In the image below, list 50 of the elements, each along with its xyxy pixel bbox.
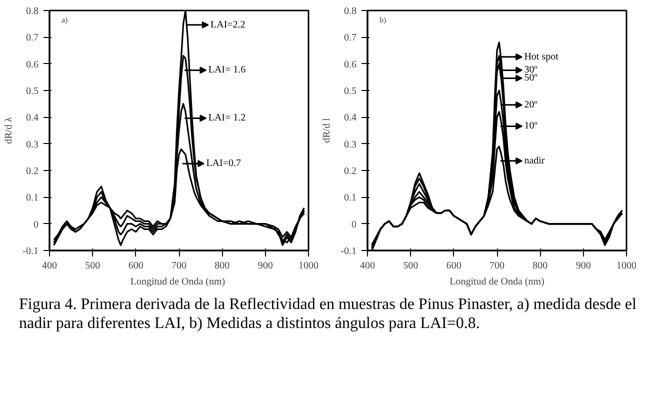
- x-tick-label: 600: [128, 260, 144, 272]
- x-axis-title: Longitud de Onda (nm): [130, 276, 226, 288]
- x-tick-label: 400: [360, 260, 375, 272]
- y-tick-label: 0.4: [26, 112, 38, 124]
- legend-label: 20º: [524, 99, 538, 110]
- legend-label: nadir: [524, 155, 546, 166]
- legend-label: LAI=0.7: [206, 158, 242, 170]
- y-axis-title: dR/d l: [322, 118, 333, 143]
- legend-label: 10º: [524, 120, 538, 132]
- legend-label: Hot spot: [524, 51, 559, 62]
- y-tick-label: 0.3: [344, 139, 356, 150]
- y-tick-label: 0.5: [26, 86, 38, 97]
- y-tick-label: 0.1: [26, 192, 38, 204]
- text: Figura 4. Primera derivada de la Reflectividad en muestras de Pinus Pinaster, a) medida desde el nadir para diferentes LAI, b) Medidas a distintos ángulos para LAI=0.8.: [19, 295, 638, 334]
- x-tick-label: 900: [258, 260, 273, 272]
- x-tick-label: 400: [42, 260, 57, 272]
- x-tick-label: 600: [446, 260, 462, 272]
- x-tick-label: 700: [490, 260, 504, 272]
- y-tick-label: 0.1: [344, 192, 356, 204]
- y-tick-label: -0.1: [340, 246, 357, 257]
- x-tick-label: 700: [172, 260, 186, 272]
- y-tick-label: 0.5: [344, 86, 356, 97]
- legend-label: LAI= 1.2: [208, 112, 246, 124]
- text: b): [380, 16, 386, 24]
- legend-label: 50º: [524, 72, 538, 84]
- y-tick-label: 0.2: [26, 166, 38, 177]
- text: a): [62, 16, 68, 24]
- y-tick-label: 0.6: [344, 59, 356, 70]
- x-tick-label: 900: [576, 260, 591, 272]
- legend-label: LAI= 1.6: [208, 64, 246, 76]
- x-tick-label: 1000: [616, 260, 636, 272]
- x-axis-title: Longitud de Onda (nm): [450, 276, 544, 288]
- x-tick-label: 500: [403, 260, 418, 272]
- y-tick-label: 0.4: [344, 112, 356, 124]
- y-tick-label: 0.8: [26, 6, 38, 17]
- y-tick-label: 0: [352, 219, 356, 230]
- y-tick-label: 0.2: [344, 166, 356, 177]
- x-tick-label: 800: [532, 260, 548, 272]
- y-tick-label: 0.8: [344, 6, 356, 17]
- y-tick-label: -0.1: [22, 246, 39, 257]
- x-tick-label: 500: [85, 260, 100, 272]
- y-axis-title: dR/d λ: [4, 116, 15, 144]
- y-tick-label: 0: [34, 219, 38, 230]
- y-tick-label: 0.7: [344, 32, 356, 44]
- y-tick-label: 0.7: [26, 32, 38, 44]
- y-tick-label: 0.6: [26, 59, 38, 70]
- x-tick-label: 800: [214, 260, 230, 272]
- x-tick-label: 1000: [298, 260, 318, 272]
- y-tick-label: 0.3: [26, 139, 38, 150]
- legend-label: LAI=2.2: [210, 19, 246, 30]
